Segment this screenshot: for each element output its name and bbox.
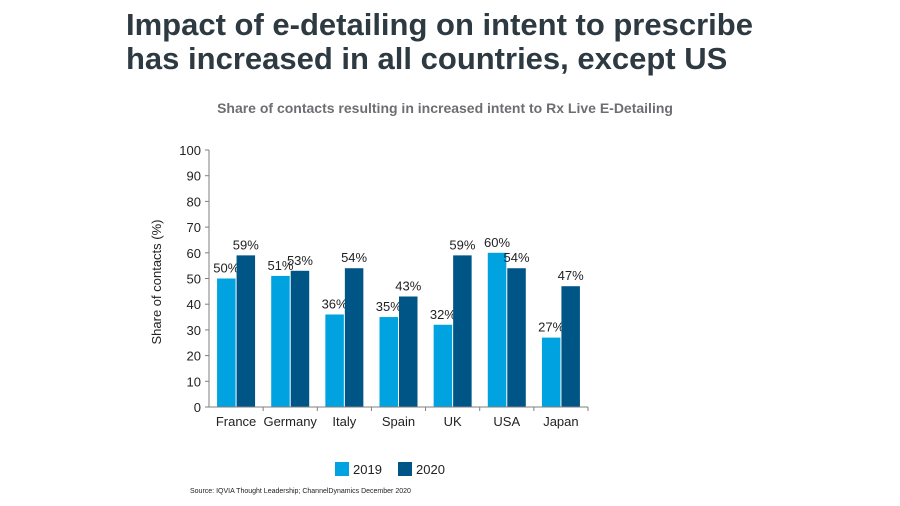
bar-2020-spain xyxy=(399,296,418,407)
data-label: 35% xyxy=(376,299,402,314)
legend-label: 2019 xyxy=(353,462,382,477)
y-tick-label: 20 xyxy=(187,349,201,364)
slide-title-line-2: has increased in all countries, except U… xyxy=(126,41,728,76)
y-tick-label: 80 xyxy=(187,194,201,209)
y-tick-label: 10 xyxy=(187,374,201,389)
bar-2019-uk xyxy=(433,324,453,407)
x-tick-label: Japan xyxy=(543,414,578,429)
y-tick-label: 30 xyxy=(187,323,201,338)
bar-2019-france xyxy=(217,278,236,407)
data-label: 32% xyxy=(430,307,456,322)
x-tick-label: USA xyxy=(493,414,520,429)
data-label: 54% xyxy=(504,250,530,265)
y-axis: 0 10 20 30 40 50 60 70 80 90 100 xyxy=(179,143,210,415)
legend-label: 2020 xyxy=(416,462,445,477)
data-label: 36% xyxy=(322,296,348,311)
bar-2019-italy xyxy=(325,314,344,407)
data-label: 51% xyxy=(267,258,293,273)
bars-group: 50%59%51%53%36%54%35%43%32%59% 60%54%27%4… xyxy=(213,235,584,407)
data-label: 60% xyxy=(484,235,510,250)
bar-2020-germany xyxy=(290,270,310,407)
data-label: 43% xyxy=(395,278,421,293)
y-tick-label: 90 xyxy=(187,169,201,184)
data-label: 47% xyxy=(558,268,584,283)
bar-2019-spain xyxy=(379,317,398,407)
data-label: 59% xyxy=(449,237,475,252)
bar-2020-italy xyxy=(344,268,364,407)
bar-2020-france xyxy=(236,255,256,407)
y-tick-label: 50 xyxy=(187,272,201,287)
bar-2020-uk xyxy=(453,255,472,407)
x-tick-label: UK xyxy=(444,414,462,429)
chart-title: Share of contacts resulting in increased… xyxy=(217,100,673,116)
legend-swatch-2019 xyxy=(335,462,349,476)
bar-2019-japan xyxy=(541,337,561,407)
legend-swatch-2020 xyxy=(398,462,412,476)
bar-2020-usa xyxy=(507,268,526,407)
x-axis: France Germany Italy Spain UK USA Japan xyxy=(209,406,589,429)
y-tick-label: 40 xyxy=(187,297,201,312)
data-label: 54% xyxy=(341,250,367,265)
y-tick-label: 60 xyxy=(187,246,201,261)
x-tick-label: Spain xyxy=(382,414,415,429)
y-axis-label: Share of contacts (%) xyxy=(149,220,164,345)
y-tick-label: 100 xyxy=(179,143,201,158)
bar-2020-japan xyxy=(561,286,580,407)
data-label: 53% xyxy=(287,253,313,268)
bar-2019-germany xyxy=(271,275,290,407)
bar-2019-usa xyxy=(487,252,507,407)
y-tick-label: 70 xyxy=(187,220,201,235)
x-tick-label: Italy xyxy=(332,414,356,429)
data-label: 27% xyxy=(538,320,564,335)
legend: 2019 2020 xyxy=(335,462,445,477)
source-note: Source: IQVIA Thought Leadership; Channe… xyxy=(190,488,411,495)
slide-title: Impact of e-detailing on intent to presc… xyxy=(126,8,826,76)
y-tick-label: 0 xyxy=(194,400,201,415)
slide-title-line-1: Impact of e-detailing on intent to presc… xyxy=(126,7,753,42)
data-label: 50% xyxy=(213,261,239,276)
x-tick-label: Germany xyxy=(263,414,317,429)
x-tick-label: France xyxy=(216,414,256,429)
data-label: 59% xyxy=(233,237,259,252)
